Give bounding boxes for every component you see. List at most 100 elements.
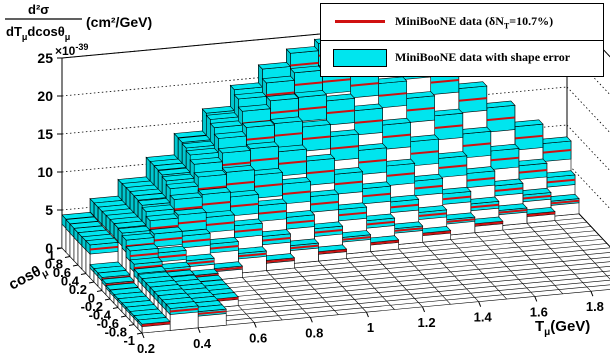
x-tick-label: 1 [367,320,374,335]
bar-central-value [158,253,187,259]
bar-central-value [386,172,415,177]
x-tick-label: 1.4 [474,310,493,325]
z-axis-label-units: (cm²/GeV) [86,14,152,30]
bar-central-value [434,124,463,129]
bar-central-value [206,221,235,226]
bar-top [129,256,163,265]
legend-item-shape-error: MiniBooNE data with shape error [321,40,603,76]
bar-top [237,104,272,112]
bar-central-value [162,268,191,273]
x-tick-label: 0.6 [249,331,267,346]
x-tick-label: 1.2 [418,315,436,330]
bar-top [213,131,247,139]
bar-central-value [406,106,435,112]
bar-central-value [350,82,379,87]
bar-central-value [89,245,119,251]
back-wall-gridline [61,10,568,59]
bar-central-value [230,202,259,208]
x-tick-label: 0.2 [137,341,155,356]
bar-top [165,181,199,190]
bar-central-value [438,164,467,169]
legend-label-shape-error: MiniBooNE data with shape error [395,50,571,64]
x-tick [197,327,201,333]
bar [418,226,452,243]
bar-central-value [498,209,527,214]
data-bars [61,33,580,334]
x-tick [365,311,369,318]
z-tick-label: 0 [45,240,53,256]
z-tick-label: 15 [37,126,53,142]
bar-central-value [522,194,552,200]
y-tick [96,290,103,292]
bar-central-value [390,203,419,209]
bar-central-value [246,136,275,141]
bar-central-value [210,244,239,250]
bar-central-value [258,210,287,215]
bar-central-value [266,258,295,263]
bar-central-value [330,145,359,150]
bar-central-value [358,158,387,164]
bar-central-value [306,169,335,175]
bar-central-value [430,78,459,84]
bar-central-value [202,201,231,206]
bar-central-value [342,236,371,241]
bar-central-value [290,244,319,250]
bar-central-value [238,252,267,258]
bar-central-value [298,105,327,111]
bar-top [137,317,171,325]
bar-top [189,157,223,165]
bar-central-value [490,156,519,162]
bar-top [261,75,296,84]
side-wall-gridline [566,86,610,134]
x-axis-title: Tμ(GeV) [535,318,590,338]
bar-top [169,192,203,200]
x-tick [422,306,426,313]
x-tick [141,332,145,339]
bar-top [193,169,227,178]
bar-central-value [105,281,135,287]
bar-central-value [290,61,319,67]
bar-top [197,187,231,195]
bar-central-value [278,160,307,165]
legend-swatch-red-line [335,20,385,23]
x-tick [309,317,313,323]
back-wall-gridline [61,48,568,97]
y-tick [72,264,79,267]
bar [193,304,227,329]
bar-top [165,301,199,309]
y-tick [104,298,111,301]
bar-central-value [542,149,572,154]
bar-central-value [198,185,227,191]
x-tick-label: 0.8 [305,325,323,340]
y-tick [120,315,127,318]
y-tick-label: 0.8 [45,257,63,272]
bar-central-value [446,218,475,223]
bar-central-value [286,219,315,225]
bar-central-value [366,220,395,226]
z-tick-label: 20 [37,88,53,104]
bar-top [125,243,159,252]
y-tick-label: -0.4 [89,308,112,323]
axis-ticks: 05101520250.20.40.60.811.21.41.61.82-1-0… [37,50,604,356]
bar-central-value [182,238,211,243]
y-tick [56,247,63,250]
bar-central-value [169,307,199,313]
bar-central-value [150,224,179,230]
bar-central-value [214,266,243,272]
bar-central-value [186,260,215,265]
bar-central-value [294,81,323,86]
bar-central-value [550,199,580,205]
bar-central-value [318,249,347,254]
bar [313,244,348,262]
bar-central-value [234,228,263,233]
z-tick-label: 5 [45,202,53,218]
bar [522,207,556,224]
bar [261,253,296,272]
bar-top [245,141,280,150]
bar-central-value [174,205,203,211]
bar-central-value [462,142,491,147]
back-wall-gridline [61,86,568,135]
y-tick-label: 0.2 [69,282,87,297]
y-tick [88,281,95,284]
